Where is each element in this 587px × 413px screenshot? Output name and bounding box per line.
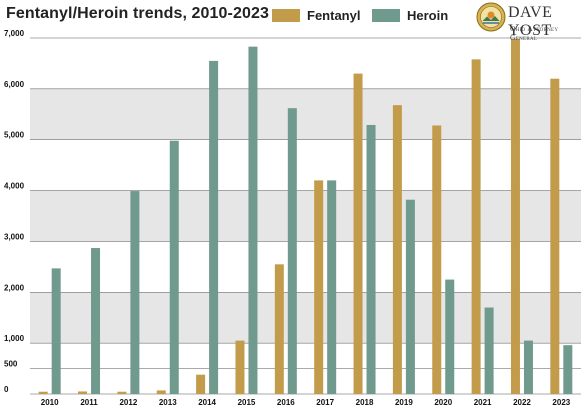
x-tick-label: 2021 bbox=[474, 398, 492, 407]
bar-heroin-2011 bbox=[91, 248, 101, 394]
legend-heroin-label: Heroin bbox=[407, 8, 449, 23]
bar-fentanyl-2023 bbox=[550, 78, 560, 394]
bar-fentanyl-2015 bbox=[235, 340, 245, 394]
x-tick-label: 2019 bbox=[395, 398, 413, 407]
x-tick-label: 2013 bbox=[159, 398, 177, 407]
bar-heroin-2010 bbox=[51, 268, 61, 394]
y-tick-label: 5,000 bbox=[4, 131, 25, 140]
bar-fentanyl-2010 bbox=[38, 391, 48, 394]
x-tick-label: 2016 bbox=[277, 398, 295, 407]
x-tick-label: 2014 bbox=[198, 398, 216, 407]
bar-heroin-2018 bbox=[366, 124, 376, 395]
bar-heroin-2014 bbox=[209, 60, 219, 395]
x-tick-label: 2011 bbox=[80, 398, 98, 407]
x-tick-label: 2012 bbox=[119, 398, 137, 407]
bar-heroin-2016 bbox=[287, 108, 297, 394]
chart-title: Fentanyl/Heroin trends, 2010-2023 bbox=[6, 5, 269, 22]
legend-heroin: Heroin bbox=[372, 8, 448, 23]
bar-fentanyl-2019 bbox=[392, 105, 402, 394]
bar-heroin-2015 bbox=[248, 46, 258, 394]
grid-band bbox=[30, 190, 581, 242]
logo-subtitle: Ohio Attorney General bbox=[510, 24, 559, 42]
x-tick-label: 2022 bbox=[513, 398, 531, 407]
y-tick-label: 7,000 bbox=[4, 29, 25, 38]
bar-heroin-2017 bbox=[327, 180, 337, 394]
x-tick-label: 2010 bbox=[41, 398, 59, 407]
bar-fentanyl-2018 bbox=[353, 73, 363, 394]
x-tick-label: 2018 bbox=[356, 398, 374, 407]
x-tick-label: 2023 bbox=[552, 398, 570, 407]
y-tick-label: 3,000 bbox=[4, 232, 25, 241]
bar-heroin-2021 bbox=[484, 307, 494, 394]
ohio-seal-icon bbox=[476, 2, 506, 32]
y-tick-label: 1,000 bbox=[4, 334, 25, 343]
legend-fentanyl-swatch bbox=[272, 9, 300, 22]
logo-name: Dave Yost bbox=[508, 4, 553, 39]
bar-heroin-2020 bbox=[445, 279, 455, 394]
bar-fentanyl-2022 bbox=[510, 39, 520, 394]
legend-fentanyl-label: Fentanyl bbox=[307, 8, 361, 23]
y-tick-label: 4,000 bbox=[4, 182, 25, 191]
y-tick-label: 0 bbox=[4, 385, 9, 394]
bar-fentanyl-2012 bbox=[117, 391, 127, 394]
bar-fentanyl-2016 bbox=[274, 264, 284, 394]
bar-fentanyl-2021 bbox=[471, 59, 481, 395]
grid-band bbox=[30, 88, 581, 140]
bar-fentanyl-2014 bbox=[196, 374, 206, 394]
bar-fentanyl-2013 bbox=[156, 390, 166, 394]
x-tick-label: 2017 bbox=[316, 398, 334, 407]
y-tick-label: 500 bbox=[4, 360, 18, 369]
y-tick-label: 2,000 bbox=[4, 283, 25, 292]
legend-heroin-swatch bbox=[372, 9, 400, 22]
grid-band bbox=[30, 292, 581, 344]
bar-heroin-2013 bbox=[169, 140, 179, 394]
y-tick-label: 6,000 bbox=[4, 80, 25, 89]
bar-fentanyl-2017 bbox=[314, 180, 324, 394]
bar-heroin-2023 bbox=[563, 345, 573, 394]
bar-heroin-2012 bbox=[130, 191, 140, 394]
bar-heroin-2022 bbox=[523, 340, 533, 394]
legend-fentanyl: Fentanyl bbox=[272, 8, 360, 23]
bar-fentanyl-2011 bbox=[78, 391, 88, 394]
bar-fentanyl-2020 bbox=[432, 125, 442, 394]
x-tick-label: 2015 bbox=[238, 398, 256, 407]
bar-heroin-2019 bbox=[405, 199, 415, 394]
x-tick-label: 2020 bbox=[434, 398, 452, 407]
